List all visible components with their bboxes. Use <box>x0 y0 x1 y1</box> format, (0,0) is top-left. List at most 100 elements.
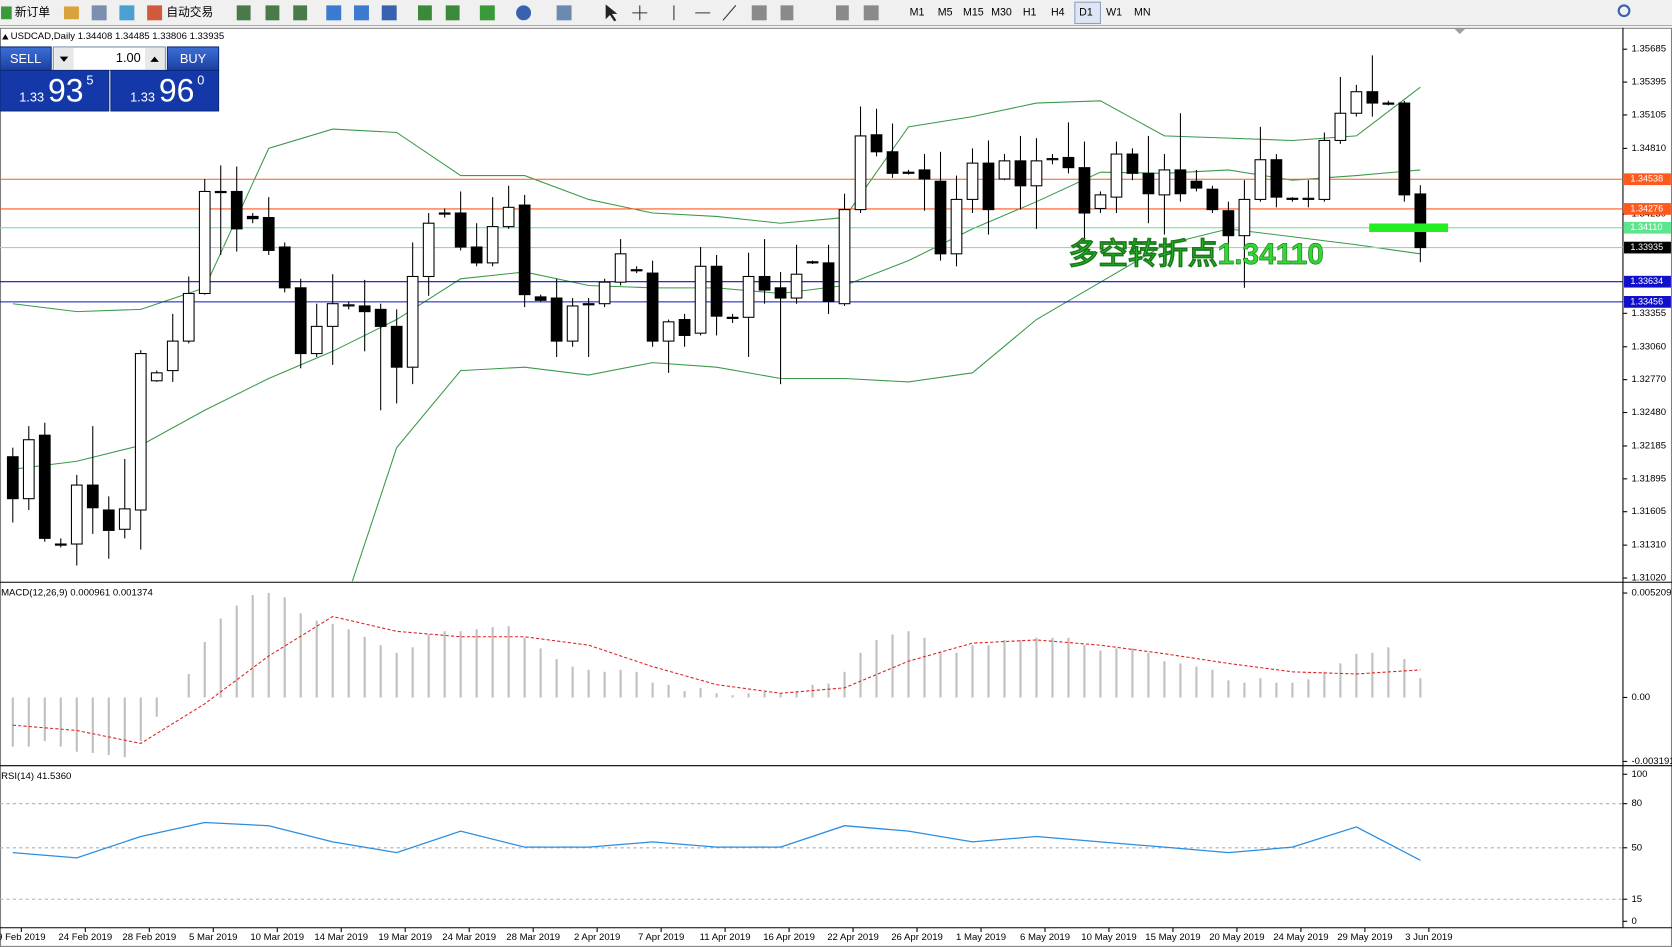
candle-body <box>22 439 35 500</box>
y-tick-label: 1.35685 <box>1631 44 1666 55</box>
candle-body <box>774 287 787 299</box>
y-tick-label: 50 <box>1631 842 1642 853</box>
icon[interactable] <box>863 5 879 21</box>
candle-body <box>1110 153 1123 198</box>
panel <box>11 593 1422 758</box>
timeframe[interactable]: M5 <box>938 7 953 19</box>
y-tick-label: 1.31605 <box>1631 506 1666 517</box>
candle-body <box>646 272 659 342</box>
icon[interactable] <box>91 5 107 21</box>
level-price-box <box>1624 275 1671 288</box>
candle-body <box>1094 194 1107 210</box>
icon[interactable] <box>751 5 767 21</box>
candle-body <box>86 484 99 509</box>
timeframes: M1 M5 M15 M30 H1 H4 D1 W1 MN <box>910 7 1151 19</box>
timeframe[interactable]: W1 <box>1106 7 1122 19</box>
timeframe[interactable]: M15 <box>963 7 984 19</box>
icon[interactable] <box>293 5 308 21</box>
icon[interactable] <box>119 5 135 21</box>
candle-body <box>118 508 131 530</box>
y-tick-label: 0.00 <box>1631 692 1650 703</box>
icon[interactable] <box>780 5 794 21</box>
search-icon[interactable] <box>1617 4 1631 18</box>
rsi-line <box>12 821 1421 861</box>
buy-price-box[interactable] <box>110 69 220 112</box>
candle-body <box>38 434 51 539</box>
y-tick-label: 1.31020 <box>1631 573 1666 584</box>
timeframe[interactable]: M1 <box>910 7 925 19</box>
timeframe[interactable]: M30 <box>991 7 1012 19</box>
timeframe[interactable]: MN <box>1134 7 1151 19</box>
y-tick-label: 15 <box>1631 894 1642 905</box>
new-order-icon[interactable] <box>1 6 12 20</box>
candle-body <box>102 509 115 531</box>
crosshair-icon[interactable] <box>632 5 648 21</box>
icon[interactable] <box>418 5 432 21</box>
candle-body <box>1030 160 1043 187</box>
y-tick-label: 1.35395 <box>1631 77 1666 88</box>
candle-body <box>1014 160 1027 187</box>
candle-body <box>262 217 275 251</box>
candle-body <box>198 190 211 295</box>
level-price-label: 1.33456 <box>1630 296 1663 306</box>
icon[interactable] <box>63 6 79 20</box>
auto-trading[interactable]: 自动交易 <box>166 5 213 19</box>
lots-value[interactable]: 1.00 <box>116 50 141 65</box>
candle-body <box>1366 91 1379 104</box>
y-tick-label: 1.32480 <box>1631 407 1666 418</box>
candle-body <box>1318 139 1331 200</box>
candle-body <box>902 171 915 174</box>
buy-label[interactable]: BUY <box>180 51 207 66</box>
x-tick-label: 2 Apr 2019 <box>574 932 620 943</box>
candle-body <box>214 190 227 194</box>
candle-body <box>758 275 771 291</box>
icon[interactable] <box>326 5 342 21</box>
timeframe[interactable]: D1 <box>1079 7 1093 19</box>
candle-body <box>854 135 867 211</box>
candle-body <box>1174 169 1187 195</box>
candle-body <box>806 261 819 264</box>
new-order[interactable]: 新订单 <box>15 5 50 19</box>
icon[interactable] <box>236 5 251 21</box>
toolbar-icons <box>1 4 1631 22</box>
icon[interactable] <box>381 5 397 21</box>
icon[interactable] <box>445 5 460 21</box>
icon[interactable] <box>354 5 369 21</box>
icon[interactable] <box>265 5 280 21</box>
x-tick-label: 20 May 2019 <box>1209 932 1264 943</box>
y-tick-label: 0.005209 <box>1631 588 1671 599</box>
candle-body <box>454 212 467 248</box>
panel-title: RSI(14) 41.5360 <box>1 771 71 782</box>
turning-point-marker <box>1369 223 1449 233</box>
timeframe[interactable]: H4 <box>1051 7 1065 19</box>
icon[interactable] <box>479 5 495 21</box>
sell-label[interactable]: SELL <box>10 51 41 66</box>
y-tick-label: 80 <box>1631 798 1642 809</box>
line-icons[interactable] <box>673 5 737 21</box>
auto-trading-icon[interactable] <box>147 5 163 21</box>
y-tick-label: 1.31895 <box>1631 473 1666 484</box>
candle-body <box>550 297 563 342</box>
candle-body <box>502 206 515 228</box>
candle-body <box>694 265 707 334</box>
lots-down-arrow <box>59 56 69 62</box>
x-tick-label: 15 May 2019 <box>1145 932 1200 943</box>
candle-body <box>230 190 243 230</box>
level-price-label: 1.33935 <box>1630 242 1663 252</box>
icon[interactable] <box>556 5 572 21</box>
sell-price-box[interactable] <box>0 69 110 112</box>
icon[interactable] <box>516 5 532 21</box>
cursor-icon[interactable] <box>605 4 618 22</box>
candle-body <box>742 275 755 318</box>
candle-body <box>534 296 547 301</box>
candle-body <box>1254 159 1267 200</box>
candle-body <box>358 305 371 313</box>
bollinger-lower <box>351 228 1421 582</box>
chart-shift-marker <box>1454 28 1466 35</box>
timeframe[interactable]: H1 <box>1023 7 1037 19</box>
panel: 多空转折点1.34110 <box>0 55 1623 582</box>
x-tick-label: 10 May 2019 <box>1081 932 1136 943</box>
icon[interactable] <box>836 5 849 21</box>
